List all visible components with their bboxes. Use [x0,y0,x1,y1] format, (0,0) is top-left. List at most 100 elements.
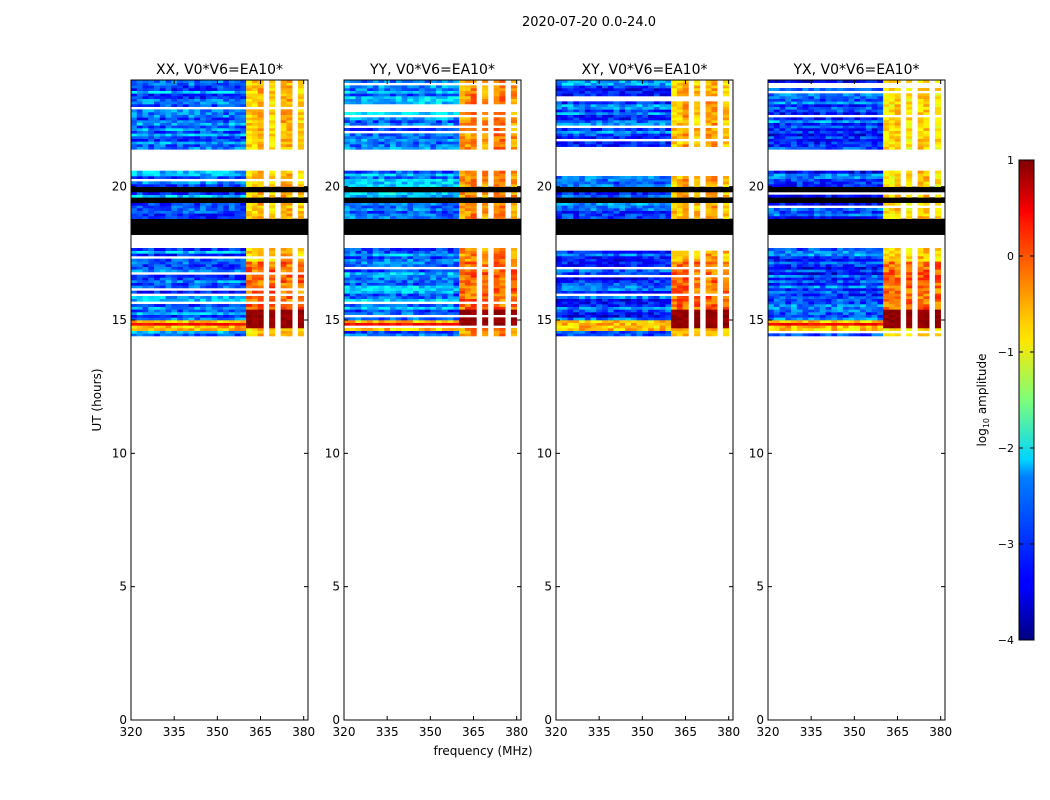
heatmap-cell [573,122,580,126]
heatmap-cell [418,322,425,326]
heatmap-cell [401,285,408,289]
heatmap-cell [636,298,643,302]
heatmap-cell [705,117,712,121]
heatmap-cell [619,192,626,195]
heatmap-cell [464,122,471,126]
heatmap-cell [482,80,489,83]
heatmap-cell [200,194,207,198]
heatmap-cell [349,173,356,177]
heatmap-cell [361,298,368,302]
heatmap-cell [413,304,420,307]
heatmap-cell [349,170,356,174]
heatmap-cell [246,136,253,139]
heatmap-cell [349,256,356,259]
heatmap-cell [200,192,207,195]
heatmap-cell [573,314,580,318]
heatmap-cell [188,114,195,118]
heatmap-cell [148,128,155,131]
heatmap-cell [694,272,701,275]
heatmap-cell [584,280,591,283]
heatmap-cell [556,141,563,145]
heatmap-cell [372,208,379,211]
heatmap-cell [584,205,591,209]
heatmap-cell [194,82,201,86]
heatmap-cell [430,317,437,321]
heatmap-cell [297,330,304,334]
heatmap-cell [722,136,729,139]
heatmap-cell [556,208,563,211]
heatmap-cell [372,122,379,126]
heatmap-cell [367,173,374,177]
heatmap-cell [665,280,672,283]
heatmap-cell [378,248,385,251]
heatmap-cell [228,320,235,323]
heatmap-cell [344,269,351,273]
heatmap-cell [659,176,666,179]
heatmap-cell [171,333,178,337]
heatmap-cell [418,274,425,278]
heatmap-cell [228,136,235,139]
heatmap-cell [142,317,149,321]
heatmap-cell [705,136,712,139]
heatmap-cell [361,258,368,262]
heatmap-cell [694,320,701,323]
heatmap-cell [251,93,258,97]
heatmap-cell [349,176,356,179]
heatmap-cell [705,309,712,313]
heatmap-cell [464,330,471,334]
heatmap-cell [349,96,356,99]
heatmap-cell [413,330,420,334]
heatmap-cell [148,173,155,177]
x-tick-label: 350 [419,725,442,739]
heatmap-cell [177,176,184,179]
heatmap-cell [355,304,362,307]
heatmap-cell [355,333,362,337]
heatmap-cell [217,309,224,313]
heatmap-cell [625,213,632,217]
heatmap-cell [510,133,517,137]
heatmap-cell [430,280,437,283]
heatmap-cell [211,170,218,174]
heatmap-cell [441,256,448,259]
heatmap-cell [401,261,408,265]
heatmap-cell [625,333,632,337]
heatmap-cell [407,184,414,187]
heatmap-cell [240,208,247,211]
heatmap-cell [722,288,729,291]
heatmap-cell [493,309,500,313]
heatmap-cell [579,322,586,326]
heatmap-cell [630,333,637,337]
heatmap-cell [705,325,712,329]
heatmap-cell [228,277,235,281]
heatmap-cell [705,322,712,326]
heatmap-cell [705,320,712,323]
heatmap-cell [257,173,264,177]
heatmap-cell [493,285,500,289]
heatmap-cell [211,309,218,313]
heatmap-cell [676,269,683,273]
heatmap-cell [584,306,591,310]
heatmap-cell [482,176,489,179]
heatmap-cell [671,280,678,283]
heatmap-cell [361,272,368,275]
heatmap-cell [447,282,454,286]
heatmap-cell [636,290,643,294]
heatmap-cell [148,264,155,267]
heatmap-cell [682,264,689,267]
heatmap-cell [234,120,241,123]
heatmap-cell [171,264,178,267]
heatmap-cell [482,253,489,257]
heatmap-cell [211,130,218,134]
heatmap-cell [223,98,230,102]
heatmap-cell [596,130,603,134]
heatmap-cell [372,298,379,302]
heatmap-cell [240,101,247,105]
heatmap-cell [349,136,356,139]
heatmap-cell [436,253,443,257]
heatmap-cell [493,136,500,139]
heatmap-cell [613,285,620,289]
heatmap-cell [619,304,626,307]
heatmap-cell [407,90,414,94]
heatmap-cell [355,280,362,283]
heatmap-cell [211,280,218,283]
